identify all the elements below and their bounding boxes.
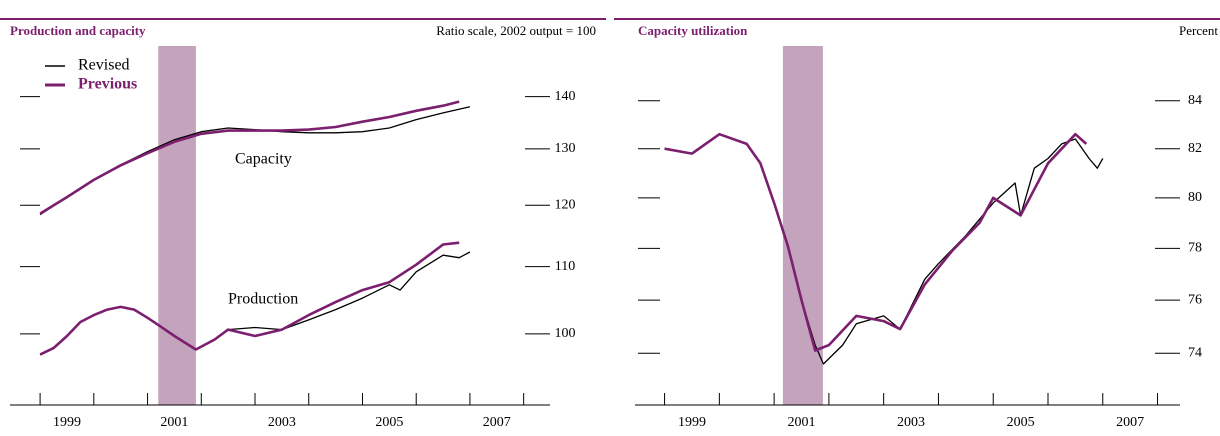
y-tick-label: 84 <box>1188 93 1202 108</box>
legend-label: Previous <box>78 76 137 93</box>
x-tick-label: 2003 <box>268 415 296 430</box>
chart-subtitle: Ratio scale, 2002 output = 100 <box>436 23 596 38</box>
y-tick-label: 110 <box>555 259 575 274</box>
y-tick-label: 100 <box>555 326 576 341</box>
legend-label: Revised <box>78 57 130 74</box>
chart-title: Capacity utilization <box>638 23 748 38</box>
annotation: Production <box>228 291 298 308</box>
series-line <box>664 133 1104 365</box>
x-tick-label: 2005 <box>375 415 403 430</box>
x-tick-label: 1999 <box>678 415 706 430</box>
x-tick-label: 2001 <box>788 415 816 430</box>
recession-shading <box>158 46 196 405</box>
chart-title: Production and capacity <box>10 23 146 38</box>
x-tick-label: 1999 <box>53 415 81 430</box>
y-tick-label: 78 <box>1188 241 1202 256</box>
y-tick-label: 80 <box>1188 190 1202 205</box>
x-tick-label: 2001 <box>160 415 188 430</box>
x-tick-label: 2007 <box>483 415 511 430</box>
series-line <box>664 132 1088 352</box>
x-tick-label: 2007 <box>1116 415 1144 430</box>
y-tick-label: 130 <box>555 141 576 156</box>
recession-shading <box>782 46 823 405</box>
y-tick-label: 140 <box>555 89 576 104</box>
y-tick-label: 82 <box>1188 141 1202 156</box>
series-line <box>39 100 460 215</box>
x-tick-label: 2003 <box>897 415 925 430</box>
y-tick-label: 120 <box>555 198 576 213</box>
x-tick-label: 2005 <box>1007 415 1035 430</box>
series-line <box>39 241 460 356</box>
annotation: Capacity <box>235 151 292 168</box>
y-tick-label: 76 <box>1188 292 1202 307</box>
chart-subtitle: Percent <box>1179 23 1218 38</box>
y-tick-label: 74 <box>1188 345 1202 360</box>
